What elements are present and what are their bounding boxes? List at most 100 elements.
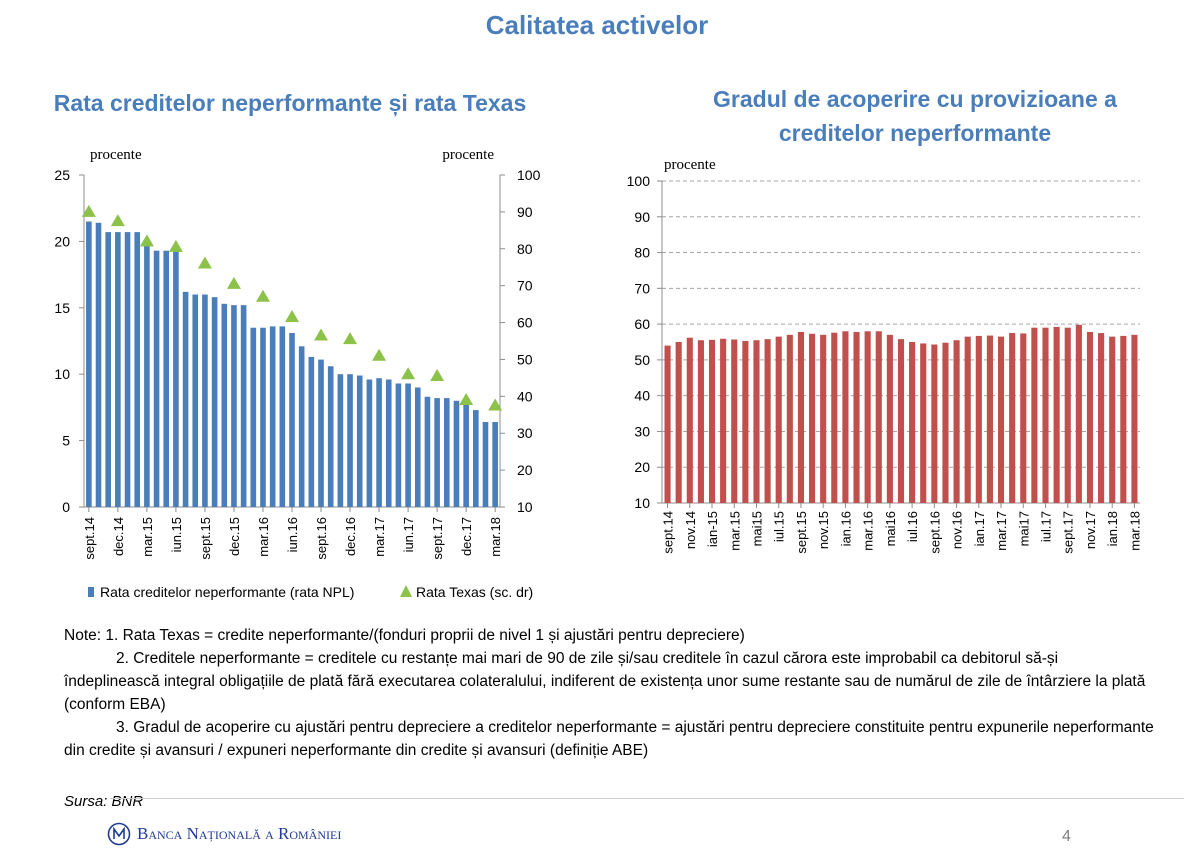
- right-tick-label: 40: [517, 388, 533, 404]
- npl-bar: [192, 294, 199, 507]
- npl-bar: [124, 232, 131, 507]
- y-tick-label: 100: [627, 173, 651, 189]
- coverage-bar: [675, 342, 682, 503]
- coverage-bar: [697, 340, 704, 503]
- coverage-bar: [764, 339, 771, 503]
- footer-divider: [110, 798, 1184, 799]
- coverage-bar: [975, 335, 982, 503]
- left-tick-label: 15: [54, 300, 70, 316]
- left-tick-label: 5: [62, 433, 70, 449]
- coverage-bar: [1042, 327, 1049, 503]
- x-tick-label: dec.17: [459, 517, 474, 556]
- coverage-bar: [742, 340, 749, 503]
- x-tick-label: nov.17: [1083, 511, 1098, 549]
- legend-texas-label: Rata Texas (sc. dr): [416, 584, 533, 600]
- npl-bar: [473, 410, 479, 507]
- npl-bar: [240, 305, 247, 507]
- x-tick-label: iun.17: [401, 517, 416, 552]
- x-tick-label: mar.18: [488, 517, 503, 557]
- npl-bar: [250, 327, 257, 507]
- texas-marker: [255, 289, 270, 302]
- right-axis-unit: procente: [442, 147, 494, 163]
- x-tick-label: sept.15: [198, 517, 213, 560]
- x-tick-label: iul.17: [1039, 511, 1054, 542]
- coverage-bar: [686, 337, 693, 503]
- npl-bar: [356, 375, 363, 507]
- npl-bar: [211, 297, 218, 507]
- npl-bar: [327, 366, 334, 507]
- right-tick-label: 10: [517, 499, 533, 515]
- texas-marker: [226, 276, 241, 289]
- npl-bar: [202, 294, 208, 507]
- bnr-logo-icon: [107, 822, 131, 846]
- npl-bar: [463, 404, 469, 507]
- chart1-title: Rata creditelor neperformante și rata Te…: [53, 90, 527, 116]
- texas-marker: [314, 328, 329, 341]
- npl-bar: [376, 378, 382, 507]
- coverage-bar: [1031, 327, 1038, 503]
- x-tick-label: sept.15: [794, 511, 809, 554]
- coverage-bar: [831, 332, 838, 503]
- right-tick-label: 70: [517, 278, 533, 294]
- legend-npl-label: Rata creditelor neperformante (rata NPL): [100, 584, 354, 600]
- coverage-bar: [1053, 326, 1060, 503]
- bank-name: Banca Națională a României: [137, 824, 342, 843]
- coverage-bar: [864, 331, 871, 503]
- x-tick-label: iul.16: [905, 511, 920, 542]
- coverage-bar: [909, 342, 916, 503]
- texas-marker: [372, 348, 387, 361]
- x-tick-label: nov.15: [816, 511, 831, 549]
- x-tick-label: nov.14: [683, 511, 698, 549]
- npl-bar: [385, 379, 392, 507]
- npl-bar: [347, 374, 353, 507]
- note-2: 2. Creditele neperformante = creditele c…: [64, 650, 1146, 713]
- npl-bar: [298, 346, 305, 507]
- y-tick-label: 90: [634, 209, 650, 225]
- coverage-bar: [964, 336, 971, 503]
- x-tick-label: sept.16: [314, 517, 329, 560]
- page-title: Calitatea activelor: [485, 10, 709, 40]
- legend-texas-marker: [400, 585, 412, 597]
- left-axis-unit: procente: [90, 147, 142, 163]
- note-3: 3. Gradul de acoperire cu ajustări pentr…: [64, 719, 1154, 759]
- chart2-title: Gradul de acoperire cu provizioane a cre…: [713, 86, 1117, 146]
- x-tick-label: sept.14: [82, 517, 97, 560]
- x-tick-label: dec.15: [227, 517, 242, 556]
- y-tick-label: 60: [634, 316, 650, 332]
- coverage-bar: [786, 334, 793, 503]
- npl-bar: [269, 326, 276, 507]
- x-tick-label: mar.15: [140, 517, 155, 557]
- left-tick-label: 0: [62, 499, 70, 515]
- x-tick-label: sept.16: [927, 511, 942, 554]
- coverage-bar: [664, 345, 671, 503]
- right-tick-label: 30: [517, 425, 533, 441]
- x-tick-label: mar.18: [1127, 511, 1142, 551]
- x-tick-label: sept.14: [661, 511, 676, 554]
- axis-unit: procente: [664, 157, 716, 173]
- npl-bar: [453, 400, 460, 507]
- left-tick-label: 20: [54, 233, 70, 249]
- source-note: Sursa: BNR: [64, 793, 144, 810]
- x-tick-label: sept.17: [1061, 511, 1076, 554]
- legend-npl-swatch: [88, 587, 94, 597]
- x-tick-label: mar.16: [861, 511, 876, 551]
- texas-marker: [401, 367, 416, 380]
- coverage-bar: [1075, 324, 1082, 503]
- left-tick-label: 10: [54, 366, 70, 382]
- texas-marker: [285, 310, 299, 323]
- x-tick-label: dec.14: [111, 517, 126, 556]
- npl-bar: [366, 379, 373, 507]
- x-tick-label: iun.16: [285, 517, 300, 552]
- npl-bar: [279, 326, 286, 507]
- coverage-bar: [731, 339, 738, 503]
- x-tick-label: mai15: [749, 511, 764, 546]
- npl-bar: [182, 291, 189, 507]
- right-tick-label: 50: [517, 351, 533, 367]
- coverage-bar: [953, 340, 960, 503]
- x-tick-label: sept.17: [430, 517, 445, 560]
- texas-marker: [110, 214, 125, 227]
- npl-bar: [405, 383, 411, 507]
- notes-block: Note: 1. Rata Texas = credite neperforma…: [64, 624, 1154, 762]
- npl-bar: [414, 387, 421, 507]
- texas-marker: [430, 369, 445, 382]
